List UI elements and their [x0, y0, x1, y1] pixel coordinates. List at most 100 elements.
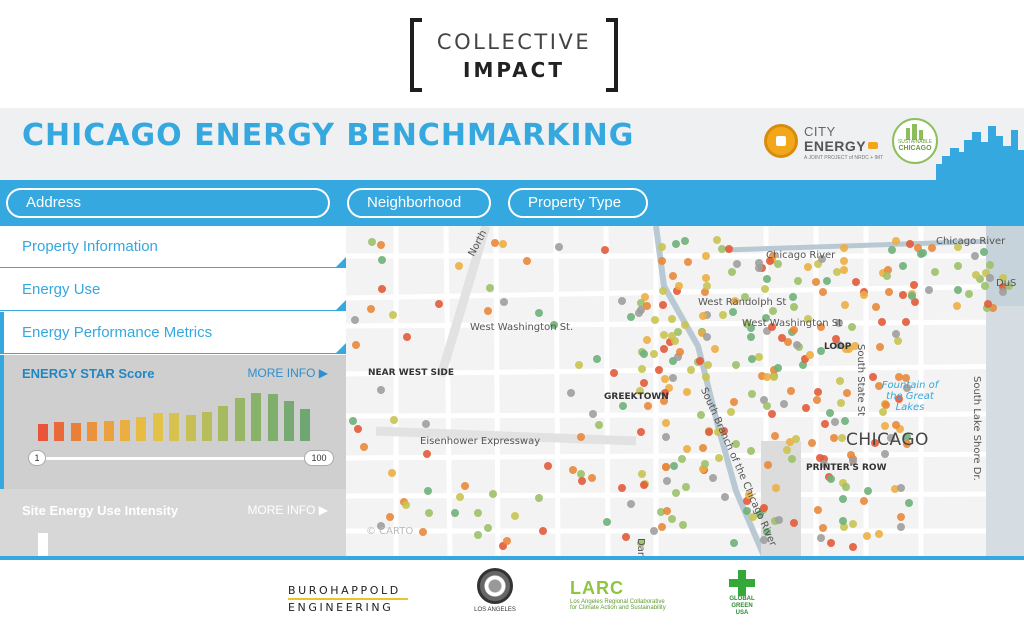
- building-point[interactable]: [817, 323, 826, 332]
- building-point[interactable]: [672, 287, 681, 296]
- building-point[interactable]: [710, 345, 719, 354]
- building-point[interactable]: [817, 533, 826, 542]
- building-point[interactable]: [719, 311, 728, 320]
- building-point[interactable]: [673, 328, 682, 337]
- building-point[interactable]: [701, 287, 710, 296]
- building-point[interactable]: [822, 277, 831, 286]
- building-point[interactable]: [839, 522, 848, 531]
- building-point[interactable]: [386, 512, 395, 521]
- building-point[interactable]: [817, 346, 826, 355]
- building-point[interactable]: [719, 426, 728, 435]
- building-point[interactable]: [714, 428, 723, 437]
- building-point[interactable]: [763, 402, 772, 411]
- building-point[interactable]: [733, 259, 742, 268]
- building-point[interactable]: [660, 345, 669, 354]
- building-point[interactable]: [663, 506, 672, 515]
- building-point[interactable]: [860, 291, 869, 300]
- building-point[interactable]: [747, 354, 756, 363]
- usgbc-la-logo[interactable]: LOS ANGELES: [472, 568, 518, 613]
- building-point[interactable]: [661, 418, 670, 427]
- building-point[interactable]: [884, 287, 893, 296]
- neighborhood-filter-button[interactable]: Neighborhood: [347, 188, 491, 218]
- building-point[interactable]: [390, 416, 398, 425]
- building-point[interactable]: [698, 465, 707, 474]
- building-point[interactable]: [726, 408, 735, 417]
- building-point[interactable]: [720, 492, 729, 501]
- building-point[interactable]: [668, 373, 677, 382]
- building-point[interactable]: [727, 268, 736, 277]
- building-point[interactable]: [660, 374, 669, 383]
- building-point[interactable]: [388, 311, 397, 320]
- building-point[interactable]: [455, 262, 464, 271]
- building-point[interactable]: [766, 256, 775, 265]
- building-point[interactable]: [618, 297, 627, 306]
- building-point[interactable]: [662, 462, 671, 471]
- building-point[interactable]: [774, 516, 783, 525]
- building-point[interactable]: [988, 303, 997, 312]
- building-point[interactable]: [976, 275, 985, 284]
- building-point[interactable]: [840, 416, 849, 425]
- building-point[interactable]: [639, 349, 648, 358]
- building-point[interactable]: [880, 450, 889, 459]
- building-point[interactable]: [767, 322, 776, 331]
- building-point[interactable]: [848, 519, 857, 528]
- building-point[interactable]: [401, 501, 410, 510]
- slider-min-handle[interactable]: 1: [28, 450, 46, 466]
- building-point[interactable]: [617, 484, 626, 493]
- building-point[interactable]: [842, 482, 851, 491]
- accordion-energy-use[interactable]: Energy Use: [0, 269, 346, 311]
- building-point[interactable]: [670, 461, 679, 470]
- building-point[interactable]: [800, 355, 809, 364]
- building-point[interactable]: [817, 254, 826, 263]
- building-point[interactable]: [621, 532, 630, 541]
- building-point[interactable]: [778, 333, 787, 342]
- building-point[interactable]: [831, 335, 840, 344]
- building-point[interactable]: [746, 324, 755, 333]
- building-point[interactable]: [754, 259, 763, 268]
- building-point[interactable]: [640, 379, 649, 388]
- building-point[interactable]: [360, 442, 369, 451]
- larc-logo[interactable]: LARC Los Angeles Regional Collaborative …: [570, 578, 682, 611]
- building-point[interactable]: [668, 332, 677, 341]
- building-point[interactable]: [676, 347, 685, 356]
- building-point[interactable]: [831, 418, 840, 427]
- building-point[interactable]: [881, 400, 890, 409]
- building-point[interactable]: [697, 411, 706, 420]
- building-point[interactable]: [539, 527, 548, 536]
- building-point[interactable]: [544, 462, 553, 471]
- building-point[interactable]: [759, 535, 768, 544]
- building-point[interactable]: [818, 288, 827, 297]
- building-point[interactable]: [626, 312, 635, 321]
- building-point[interactable]: [761, 313, 770, 322]
- building-point[interactable]: [703, 282, 712, 291]
- slider-max-handle[interactable]: 100: [304, 450, 334, 466]
- building-point[interactable]: [683, 444, 692, 453]
- building-point[interactable]: [649, 527, 658, 536]
- building-point[interactable]: [730, 397, 739, 406]
- building-point[interactable]: [905, 240, 914, 249]
- building-point[interactable]: [681, 236, 690, 245]
- building-point[interactable]: [881, 421, 890, 430]
- building-point[interactable]: [747, 447, 756, 456]
- building-point[interactable]: [836, 399, 845, 408]
- building-point[interactable]: [473, 509, 482, 518]
- building-point[interactable]: [483, 523, 492, 532]
- building-point[interactable]: [729, 538, 738, 547]
- building-point[interactable]: [892, 236, 901, 245]
- building-point[interactable]: [725, 244, 734, 253]
- building-point[interactable]: [903, 440, 912, 449]
- building-point[interactable]: [907, 291, 916, 300]
- building-point[interactable]: [660, 397, 669, 406]
- building-point[interactable]: [554, 242, 563, 251]
- building-point[interactable]: [897, 523, 906, 532]
- map-view[interactable]: North Chicago River Chicago River West R…: [346, 226, 1024, 556]
- building-point[interactable]: [376, 521, 385, 530]
- building-point[interactable]: [877, 317, 886, 326]
- building-point[interactable]: [708, 473, 717, 482]
- building-point[interactable]: [602, 517, 611, 526]
- building-point[interactable]: [349, 416, 358, 425]
- building-point[interactable]: [819, 459, 828, 468]
- building-point[interactable]: [423, 450, 432, 459]
- building-point[interactable]: [424, 508, 433, 517]
- building-point[interactable]: [377, 255, 386, 264]
